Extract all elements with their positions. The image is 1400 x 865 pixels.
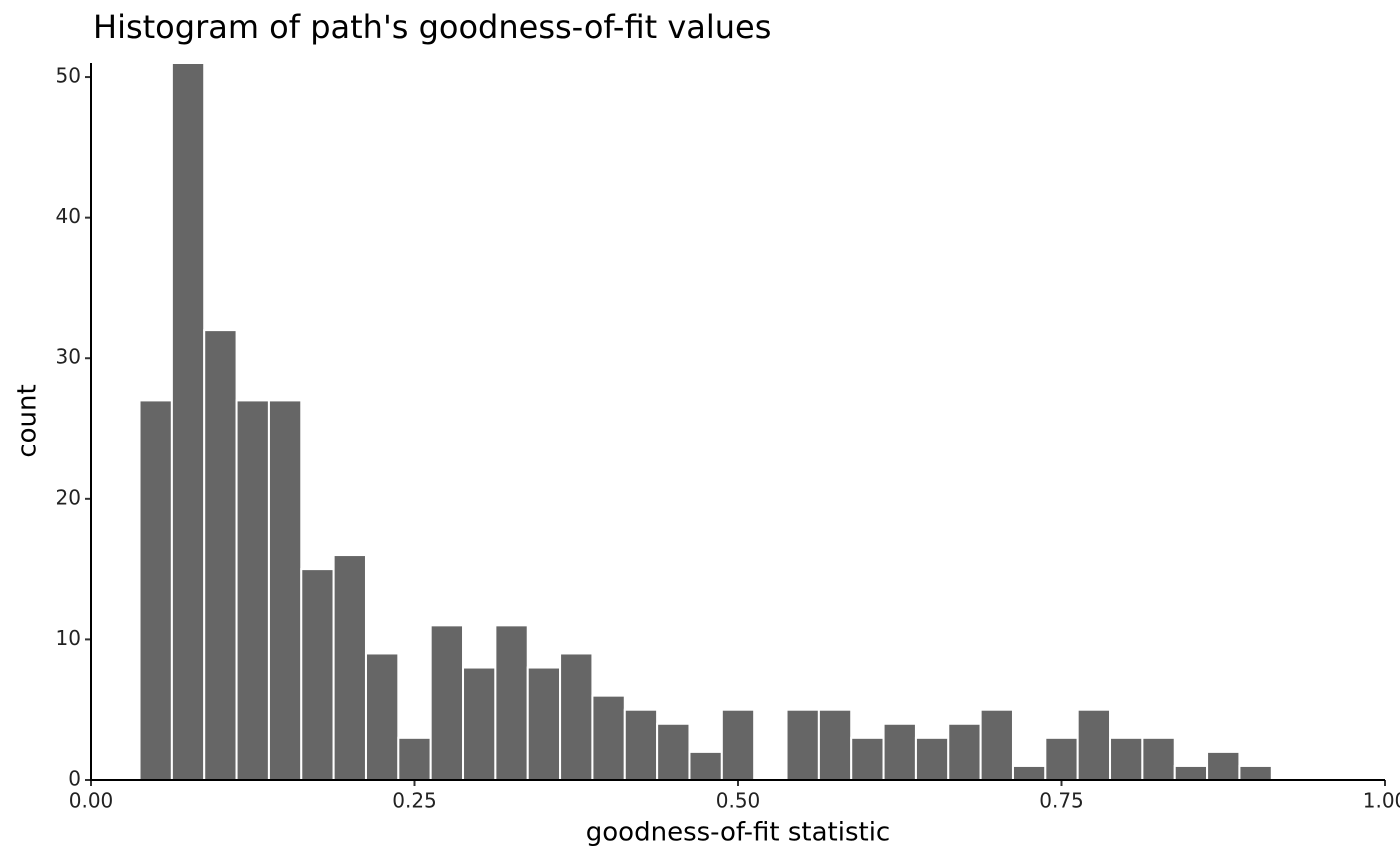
bar	[300, 568, 335, 782]
bar	[364, 652, 400, 781]
bar	[203, 329, 238, 781]
bar	[1011, 764, 1047, 781]
x-tick-label: 0.50	[716, 789, 761, 813]
y-tick-label: 50	[56, 64, 81, 88]
bar	[1238, 764, 1273, 781]
bar	[397, 736, 432, 782]
y-tick-label: 40	[56, 204, 81, 228]
bar	[332, 554, 367, 782]
x-tick-label: 0.00	[69, 789, 114, 813]
bar	[850, 736, 885, 782]
bar	[559, 652, 594, 781]
y-tick-label: 10	[56, 626, 81, 650]
y-axis-title: count	[13, 384, 43, 457]
bar	[267, 399, 303, 781]
y-tick-label: 0	[68, 767, 81, 791]
bar	[1109, 736, 1144, 782]
bar	[1044, 736, 1079, 782]
bar	[1173, 764, 1209, 781]
y-tick-label: 20	[56, 485, 81, 509]
bar	[235, 399, 270, 781]
bar	[688, 750, 723, 781]
bar	[494, 624, 529, 782]
bar	[882, 722, 917, 782]
bar	[170, 62, 206, 781]
x-axis-title: goodness-of-fit statistic	[586, 818, 890, 848]
bar	[526, 666, 562, 782]
chart-title: Histogram of path's goodness-of-fit valu…	[93, 8, 771, 46]
x-tick-label: 0.25	[392, 789, 437, 813]
bar	[914, 736, 950, 782]
bar	[623, 708, 659, 781]
x-tick-label: 1.00	[1363, 789, 1400, 813]
bar	[429, 624, 465, 782]
bar	[785, 708, 820, 781]
bar	[1076, 708, 1112, 781]
y-tick-label: 30	[56, 345, 81, 369]
bar	[656, 722, 691, 782]
bar	[720, 708, 756, 781]
bar	[138, 399, 173, 781]
bar	[591, 694, 626, 781]
bar	[462, 666, 497, 782]
x-tick-label: 0.75	[1039, 789, 1084, 813]
bar	[979, 708, 1014, 781]
bar	[1141, 736, 1176, 782]
bar	[817, 708, 853, 781]
bar	[1206, 750, 1241, 781]
bar	[947, 722, 982, 782]
